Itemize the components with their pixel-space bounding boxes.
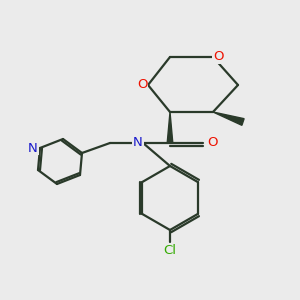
Text: N: N bbox=[28, 142, 38, 154]
Text: N: N bbox=[133, 136, 143, 148]
Polygon shape bbox=[213, 112, 244, 125]
Polygon shape bbox=[167, 112, 173, 143]
Text: O: O bbox=[213, 50, 223, 64]
Text: O: O bbox=[137, 79, 147, 92]
Text: O: O bbox=[207, 136, 217, 149]
Text: Cl: Cl bbox=[164, 244, 176, 256]
